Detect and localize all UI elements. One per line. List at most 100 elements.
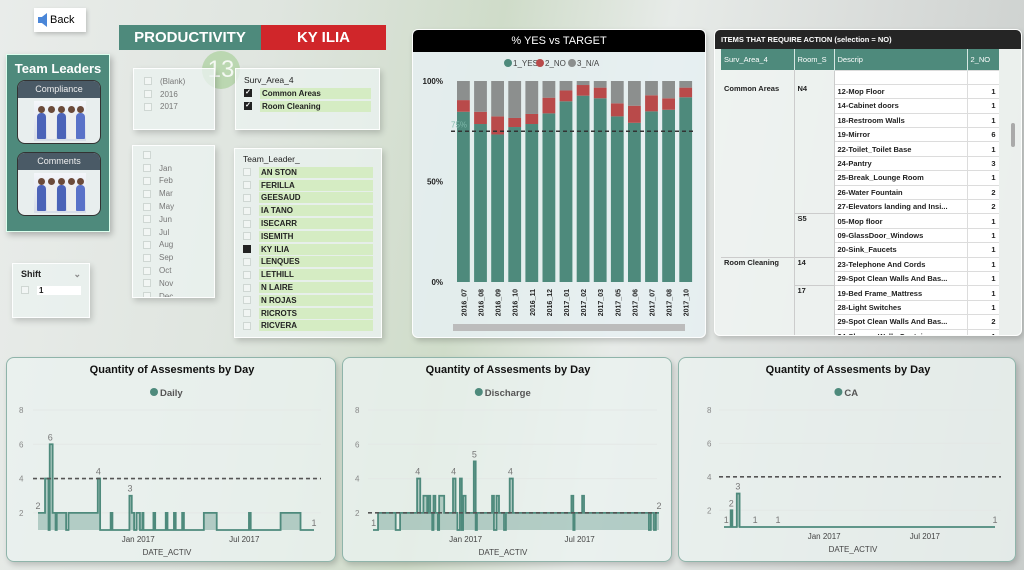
slicer-option[interactable]: 2017 bbox=[144, 101, 204, 114]
slicer-option[interactable]: GEESAUD bbox=[243, 192, 373, 205]
slicer-option[interactable]: KY ILIA bbox=[243, 243, 373, 256]
bar-3_N/A-2017_10[interactable] bbox=[679, 81, 693, 88]
slicer-option[interactable]: LENQUES bbox=[243, 256, 373, 269]
checkbox-icon[interactable] bbox=[144, 90, 152, 99]
column-header[interactable]: Room_S bbox=[794, 49, 835, 70]
checkbox-checked-icon[interactable] bbox=[243, 245, 251, 254]
checkbox-icon[interactable] bbox=[243, 270, 251, 279]
slicer-option[interactable]: Jun bbox=[143, 213, 204, 226]
bar-2_NO-2017_08[interactable] bbox=[662, 98, 675, 110]
series-line[interactable] bbox=[724, 492, 995, 528]
table-row[interactable]: 22-Toilet_Toilet Base 1 bbox=[721, 141, 999, 157]
slicer-option[interactable]: Dec bbox=[143, 290, 204, 297]
slicer-option[interactable]: Jan bbox=[143, 162, 204, 175]
checkbox-icon[interactable] bbox=[143, 240, 151, 249]
slicer-option[interactable]: Jul bbox=[143, 226, 204, 239]
bar-2_NO-2017_05[interactable] bbox=[610, 103, 624, 117]
bar-2_NO-2016_12[interactable] bbox=[542, 97, 556, 114]
column-header[interactable]: Surv_Area_4 bbox=[721, 49, 795, 70]
bar-2_NO-2017_07[interactable] bbox=[645, 95, 658, 112]
bar-1_YES-2016_07[interactable] bbox=[457, 111, 470, 283]
bar-3_N/A-2017_01[interactable] bbox=[559, 81, 573, 91]
bar-2_NO-2016_07[interactable] bbox=[457, 100, 470, 112]
slicer-option[interactable]: N ROJAS bbox=[243, 294, 373, 307]
checkbox-icon[interactable] bbox=[243, 193, 251, 202]
bar-1_YES-2016_08[interactable] bbox=[474, 124, 487, 282]
bar-3_N/A-2016_08[interactable] bbox=[474, 81, 487, 112]
shift-option[interactable]: 1 bbox=[21, 284, 81, 297]
bar-1_YES-2017_02[interactable] bbox=[576, 95, 590, 282]
compliance-button[interactable]: Compliance bbox=[17, 80, 101, 144]
checkbox-icon[interactable] bbox=[143, 279, 151, 288]
checkbox-checked-icon[interactable]: ✓ bbox=[244, 89, 252, 98]
bar-3_N/A-2017_03[interactable] bbox=[593, 81, 607, 88]
slicer-option[interactable]: ISECARR bbox=[243, 217, 373, 230]
checkbox-icon[interactable] bbox=[143, 189, 151, 198]
checkbox-icon[interactable] bbox=[143, 228, 151, 237]
bar-2_NO-2016_08[interactable] bbox=[474, 111, 487, 125]
bar-3_N/A-2016_07[interactable] bbox=[457, 81, 470, 101]
checkbox-icon[interactable] bbox=[243, 321, 251, 330]
bar-2_NO-2017_01[interactable] bbox=[559, 90, 573, 102]
checkbox-icon[interactable] bbox=[243, 257, 251, 266]
bar-1_YES-2016_11[interactable] bbox=[525, 124, 539, 282]
slicer-option[interactable]: AN STON bbox=[243, 166, 373, 179]
slicer-option[interactable]: N LAIRE bbox=[243, 281, 373, 294]
table-row[interactable]: 29-Spot Clean Walls And Bas... 1 bbox=[721, 270, 999, 287]
slicer-option[interactable]: ✓ Common Areas bbox=[244, 87, 371, 100]
slicer-option[interactable]: IA TANO bbox=[243, 204, 373, 217]
comments-button[interactable]: Comments bbox=[17, 152, 101, 216]
series-line[interactable] bbox=[38, 443, 314, 531]
table-row[interactable]: Room Cleaning 14 23-Telephone And Cords 1 bbox=[721, 256, 999, 335]
bar-3_N/A-2017_06[interactable] bbox=[628, 81, 641, 106]
checkbox-icon[interactable] bbox=[243, 168, 251, 177]
slicer-option[interactable]: ISEMITH bbox=[243, 230, 373, 243]
bar-2_NO-2017_10[interactable] bbox=[679, 87, 693, 98]
bar-3_N/A-2017_05[interactable] bbox=[610, 81, 624, 104]
checkbox-icon[interactable] bbox=[243, 181, 251, 190]
checkbox-icon[interactable] bbox=[243, 219, 251, 228]
slicer-option[interactable]: Aug bbox=[143, 239, 204, 252]
checkbox-icon[interactable] bbox=[143, 151, 151, 160]
slicer-option[interactable]: RICVERA bbox=[243, 320, 373, 333]
bar-1_YES-2017_08[interactable] bbox=[662, 109, 675, 282]
slicer-option[interactable]: RICROTS bbox=[243, 307, 373, 320]
table-row[interactable]: 29-Spot Clean Walls And Bas... 2 bbox=[721, 314, 999, 330]
slicer-option[interactable]: (Blank) bbox=[144, 75, 204, 88]
checkbox-icon[interactable] bbox=[143, 164, 151, 173]
bar-2_NO-2017_03[interactable] bbox=[593, 87, 607, 99]
checkbox-icon[interactable] bbox=[243, 232, 251, 241]
table-row[interactable]: S5 05-Mop floor 1 bbox=[721, 213, 999, 258]
checkbox-icon[interactable] bbox=[243, 283, 251, 292]
checkbox-icon[interactable] bbox=[243, 206, 251, 215]
slicer-option[interactable]: LETHILL bbox=[243, 268, 373, 281]
table-row[interactable]: 14-Cabinet doors 1 bbox=[721, 98, 999, 114]
table-row[interactable]: Common Areas N4 12-Mop Floor 1 bbox=[721, 83, 999, 258]
bar-2_NO-2016_10[interactable] bbox=[508, 117, 522, 128]
bar-1_YES-2016_09[interactable] bbox=[491, 134, 504, 282]
checkbox-icon[interactable] bbox=[143, 253, 151, 262]
bar-1_YES-2016_10[interactable] bbox=[508, 127, 522, 283]
bar-1_YES-2017_06[interactable] bbox=[628, 122, 641, 282]
checkbox-icon[interactable] bbox=[243, 296, 251, 305]
bar-3_N/A-2016_12[interactable] bbox=[542, 81, 556, 98]
column-header[interactable]: Descrip bbox=[834, 49, 968, 70]
slicer-option[interactable]: 2016 bbox=[144, 88, 204, 101]
slicer-option[interactable]: Oct bbox=[143, 264, 204, 277]
table-scrollbar[interactable] bbox=[1011, 123, 1015, 147]
checkbox-checked-icon[interactable]: ✓ bbox=[244, 102, 252, 111]
checkbox-icon[interactable] bbox=[243, 309, 251, 318]
bar-1_YES-2017_10[interactable] bbox=[679, 97, 693, 282]
checkbox-icon[interactable] bbox=[144, 102, 152, 111]
bar-1_YES-2017_05[interactable] bbox=[610, 116, 624, 282]
bar-2_NO-2016_11[interactable] bbox=[525, 113, 539, 125]
checkbox-icon[interactable] bbox=[143, 292, 151, 297]
slicer-option[interactable]: May bbox=[143, 200, 204, 213]
bar-1_YES-2017_03[interactable] bbox=[593, 98, 607, 282]
chevron-down-icon[interactable]: ⌄ bbox=[73, 269, 81, 279]
bar-3_N/A-2016_10[interactable] bbox=[508, 81, 522, 118]
bar-1_YES-2016_12[interactable] bbox=[542, 113, 556, 283]
slicer-option[interactable]: FERILLA bbox=[243, 179, 373, 192]
table-row[interactable]: 26-Water Fountain 2 bbox=[721, 184, 999, 201]
table-row[interactable]: 27-Elevators landing and Insi... 2 bbox=[721, 199, 999, 215]
